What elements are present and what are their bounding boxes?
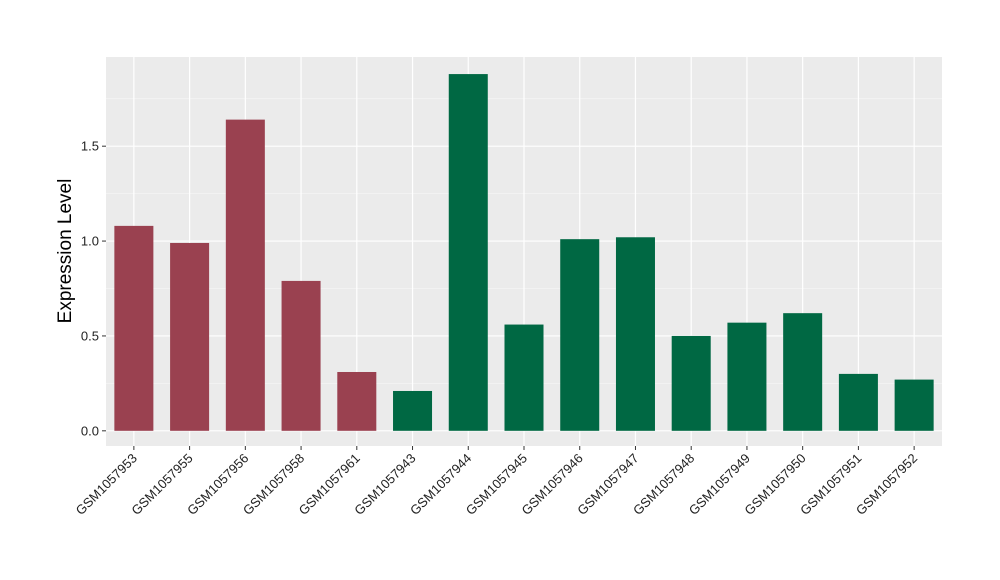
bar-GSM1057958 (281, 280, 321, 431)
bar-GSM1057946 (560, 239, 600, 431)
bar-GSM1057950 (783, 313, 823, 431)
y-tick-label: 0.5 (81, 328, 99, 343)
bar-GSM1057956 (225, 119, 265, 431)
bar-GSM1057944 (448, 74, 488, 431)
y-tick-label: 0.0 (81, 423, 99, 438)
bar-GSM1057951 (838, 373, 878, 431)
bar-GSM1057945 (504, 324, 544, 431)
y-tick-label: 1.0 (81, 234, 99, 249)
bar-GSM1057949 (727, 322, 767, 431)
y-axis-label: Expression Level (55, 179, 76, 324)
bar-GSM1057955 (170, 242, 210, 431)
bar-GSM1057953 (114, 225, 154, 431)
bar-GSM1057948 (671, 335, 711, 431)
bar-GSM1057947 (615, 237, 655, 431)
y-tick-label: 1.5 (81, 139, 99, 154)
bar-GSM1057943 (393, 390, 433, 431)
bar-GSM1057961 (337, 371, 377, 431)
bar-GSM1057952 (894, 379, 934, 431)
